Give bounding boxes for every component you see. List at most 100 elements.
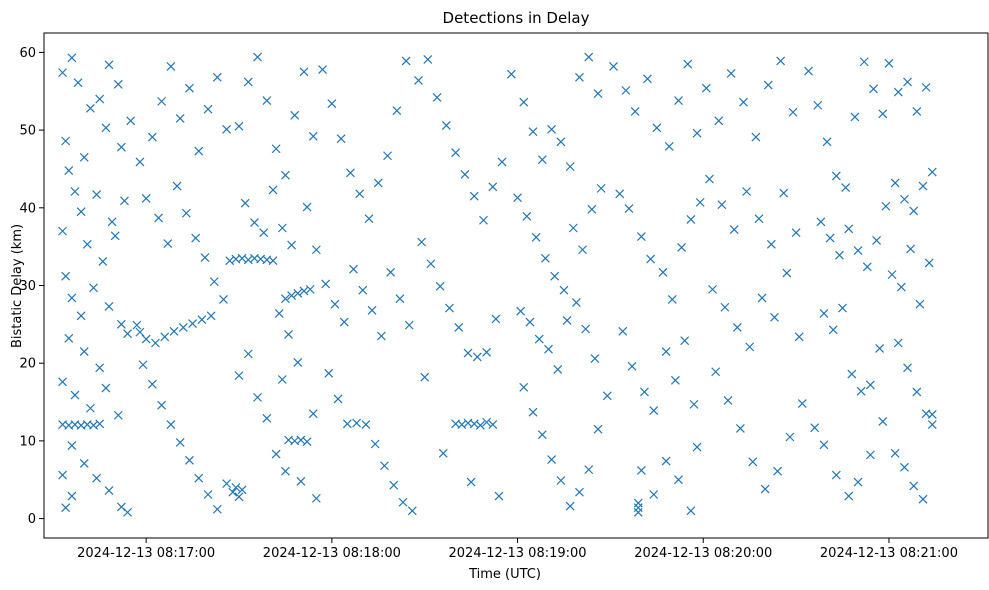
data-point bbox=[547, 124, 557, 134]
data-point bbox=[231, 483, 241, 492]
data-point bbox=[107, 217, 117, 227]
data-point bbox=[438, 448, 448, 458]
x-tick-label: 2024-12-13 08:18:00 bbox=[263, 546, 401, 561]
data-point bbox=[321, 279, 331, 289]
data-point bbox=[463, 348, 473, 358]
y-tick-label: 50 bbox=[19, 124, 36, 139]
data-point bbox=[194, 473, 204, 483]
data-point bbox=[277, 375, 287, 384]
data-point bbox=[578, 245, 587, 255]
data-point bbox=[101, 123, 111, 133]
data-point bbox=[401, 56, 411, 66]
data-points bbox=[58, 52, 937, 517]
data-point bbox=[58, 470, 67, 480]
y-tick-label: 60 bbox=[19, 46, 36, 61]
data-point bbox=[924, 258, 934, 268]
data-point bbox=[64, 166, 74, 175]
data-point bbox=[95, 363, 105, 373]
data-point bbox=[280, 466, 290, 476]
x-axis-label: Time (UTC) bbox=[468, 567, 541, 582]
data-point bbox=[909, 206, 919, 216]
data-point bbox=[636, 232, 646, 241]
data-point bbox=[896, 282, 906, 292]
data-point bbox=[828, 325, 838, 335]
data-point bbox=[819, 440, 829, 450]
data-point bbox=[79, 458, 89, 468]
y-tick-label: 20 bbox=[19, 357, 36, 372]
data-point bbox=[559, 285, 569, 295]
data-point bbox=[847, 369, 857, 379]
data-point bbox=[763, 80, 773, 90]
data-point bbox=[751, 132, 761, 142]
data-point bbox=[575, 487, 584, 497]
data-point bbox=[355, 189, 365, 199]
data-point bbox=[147, 132, 157, 142]
data-point bbox=[875, 344, 885, 353]
data-point bbox=[841, 183, 851, 193]
data-point bbox=[711, 367, 721, 377]
data-point bbox=[630, 107, 640, 116]
data-point bbox=[383, 151, 392, 161]
data-point bbox=[649, 490, 659, 499]
data-point bbox=[404, 320, 414, 330]
data-point bbox=[116, 319, 126, 329]
data-point bbox=[773, 466, 782, 476]
data-point bbox=[534, 334, 544, 344]
data-point bbox=[865, 380, 875, 390]
data-point bbox=[649, 406, 659, 416]
data-point bbox=[209, 277, 219, 287]
data-point bbox=[358, 285, 368, 295]
data-point bbox=[766, 239, 776, 249]
data-point bbox=[779, 188, 789, 198]
data-point bbox=[132, 320, 142, 330]
data-point bbox=[893, 87, 903, 97]
data-point bbox=[203, 104, 213, 114]
data-point bbox=[299, 67, 309, 77]
data-point bbox=[441, 121, 451, 130]
data-point bbox=[157, 400, 167, 410]
data-point bbox=[488, 420, 498, 429]
data-point bbox=[61, 136, 71, 146]
data-point bbox=[859, 57, 869, 67]
data-point bbox=[79, 347, 89, 356]
x-tick-label: 2024-12-13 08:21:00 bbox=[820, 546, 958, 561]
data-point bbox=[835, 250, 844, 260]
data-point bbox=[670, 375, 680, 385]
data-point bbox=[435, 281, 445, 291]
data-point bbox=[491, 314, 501, 324]
data-point bbox=[900, 194, 909, 204]
data-point bbox=[262, 413, 272, 423]
data-point bbox=[732, 323, 742, 332]
data-point bbox=[804, 66, 813, 76]
data-point bbox=[658, 267, 668, 277]
data-point bbox=[157, 96, 167, 106]
data-point bbox=[575, 72, 584, 82]
data-point bbox=[825, 233, 835, 243]
data-point bbox=[537, 155, 547, 165]
data-point bbox=[92, 190, 102, 200]
data-point bbox=[61, 271, 71, 281]
y-tick-label: 40 bbox=[19, 201, 36, 216]
data-point bbox=[228, 487, 238, 497]
data-point bbox=[813, 100, 823, 110]
data-point bbox=[686, 215, 696, 224]
data-point bbox=[361, 420, 371, 429]
data-point bbox=[123, 507, 132, 517]
y-axis: 0 10 20 30 40 50 60 bbox=[19, 46, 44, 527]
data-point bbox=[92, 473, 102, 483]
data-point bbox=[426, 259, 436, 269]
data-point bbox=[86, 103, 95, 113]
data-point bbox=[705, 174, 714, 184]
data-point bbox=[677, 243, 687, 252]
data-point bbox=[389, 480, 399, 490]
data-point bbox=[188, 319, 197, 328]
data-point bbox=[333, 394, 343, 404]
data-point bbox=[237, 485, 247, 495]
data-point bbox=[581, 324, 591, 334]
data-point bbox=[373, 178, 383, 188]
x-tick-label: 2024-12-13 08:17:00 bbox=[77, 546, 215, 561]
data-point bbox=[293, 288, 303, 298]
data-point bbox=[302, 437, 312, 447]
data-point bbox=[791, 228, 801, 238]
data-point bbox=[494, 491, 504, 501]
